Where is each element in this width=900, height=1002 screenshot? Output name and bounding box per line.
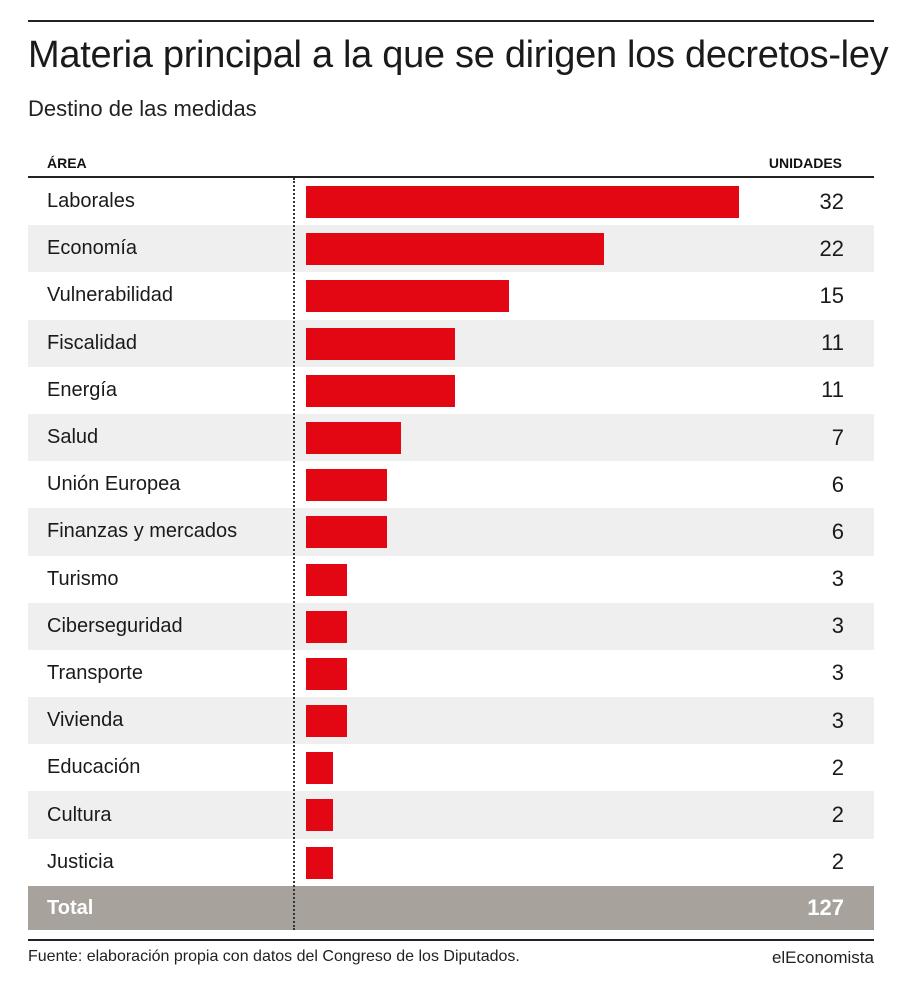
category-label: Finanzas y mercados bbox=[47, 520, 238, 543]
value-label: 3 bbox=[831, 613, 844, 639]
value-label: 7 bbox=[831, 424, 844, 450]
bar-row: Vulnerabilidad 15 bbox=[28, 272, 874, 319]
value-label: 6 bbox=[831, 471, 844, 497]
value-label: 32 bbox=[819, 188, 844, 214]
value-label: 2 bbox=[831, 849, 844, 875]
bar-row: Turismo 3 bbox=[28, 556, 874, 603]
bar-rows: Laborales 32 Economía 22 Vulnerabilidad 15 Fis… bbox=[28, 178, 874, 886]
bar bbox=[306, 516, 388, 549]
total-label: Total bbox=[47, 896, 94, 919]
value-label: 11 bbox=[821, 377, 844, 403]
bar bbox=[306, 280, 509, 313]
bar bbox=[306, 610, 347, 643]
total-value: 127 bbox=[807, 895, 844, 920]
value-label: 6 bbox=[831, 518, 844, 544]
bar-row: Energía 11 bbox=[28, 367, 874, 414]
bar bbox=[306, 752, 334, 785]
dotted-separator bbox=[293, 178, 295, 930]
column-header-area: ÁREA bbox=[47, 155, 87, 171]
brand-logo: elEconomista bbox=[771, 948, 874, 967]
bar-row: Ciberseguridad 3 bbox=[28, 602, 874, 650]
value-label: 11 bbox=[821, 330, 844, 356]
bar-row: Transporte 3 bbox=[28, 650, 874, 697]
value-label: 2 bbox=[831, 802, 844, 828]
bar-row: Laborales 32 bbox=[28, 178, 874, 225]
bar-row: Educación 2 bbox=[28, 744, 874, 791]
bar bbox=[306, 327, 455, 360]
bar-row: Justicia 2 bbox=[28, 839, 874, 886]
category-label: Energía bbox=[47, 378, 118, 401]
top-rule bbox=[28, 20, 874, 22]
total-row: Total 127 bbox=[28, 886, 874, 930]
category-label: Salud bbox=[47, 426, 99, 449]
bar bbox=[306, 799, 334, 832]
category-label: Laborales bbox=[47, 190, 135, 213]
category-label: Economía bbox=[47, 237, 138, 260]
header-rule bbox=[28, 176, 874, 178]
chart-subtitle: Destino de las medidas bbox=[28, 96, 257, 121]
value-label: 22 bbox=[819, 235, 844, 261]
column-header-units: UNIDADES bbox=[768, 155, 842, 171]
bar bbox=[306, 421, 401, 454]
bar bbox=[306, 374, 455, 407]
bar bbox=[306, 705, 347, 738]
category-label: Vivienda bbox=[47, 709, 124, 732]
category-label: Justicia bbox=[47, 850, 114, 873]
bar bbox=[306, 233, 604, 266]
bottom-rule bbox=[28, 939, 874, 941]
category-label: Cultura bbox=[47, 803, 112, 826]
value-label: 3 bbox=[831, 660, 844, 686]
bar bbox=[306, 186, 739, 218]
bar-row: Fiscalidad 11 bbox=[28, 319, 874, 367]
category-label: Vulnerabilidad bbox=[47, 284, 174, 307]
bar-row: Vivienda 3 bbox=[28, 697, 874, 745]
category-label: Ciberseguridad bbox=[47, 614, 183, 637]
category-label: Transporte bbox=[47, 661, 143, 684]
bar bbox=[306, 846, 334, 879]
category-label: Fiscalidad bbox=[47, 331, 138, 354]
bar-row: Salud 7 bbox=[28, 413, 874, 462]
bar-row: Unión Europea 6 bbox=[28, 461, 874, 508]
value-label: 15 bbox=[819, 282, 844, 308]
bar-row: Economía 22 bbox=[28, 225, 874, 273]
bar-row: Cultura 2 bbox=[28, 791, 874, 839]
value-label: 2 bbox=[831, 754, 844, 780]
bar bbox=[306, 657, 347, 690]
bar-row: Finanzas y mercados 6 bbox=[28, 508, 874, 556]
value-label: 3 bbox=[831, 707, 844, 733]
category-label: Educación bbox=[47, 756, 141, 779]
value-label: 3 bbox=[831, 566, 844, 592]
category-label: Turismo bbox=[47, 567, 119, 590]
category-label: Unión Europea bbox=[47, 473, 181, 496]
bar bbox=[306, 563, 347, 596]
chart-title: Materia principal a la que se dirigen lo… bbox=[28, 34, 889, 76]
bar bbox=[306, 469, 388, 502]
source-note: Fuente: elaboración propia con datos del… bbox=[28, 948, 520, 965]
